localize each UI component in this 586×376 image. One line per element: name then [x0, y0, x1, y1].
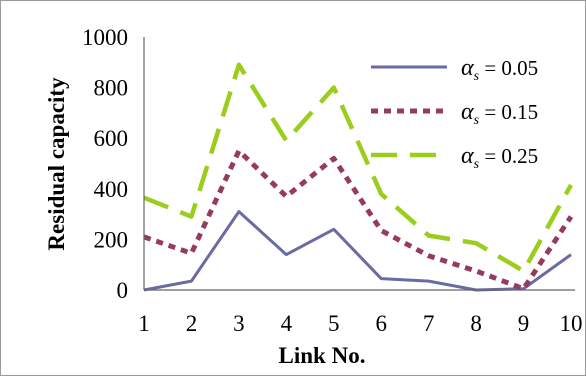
- y-tick-label: 200: [94, 227, 129, 252]
- legend-symbol: α: [461, 55, 474, 81]
- x-tick-label: 9: [518, 311, 530, 336]
- legend-label-2: αs = 0.15: [461, 99, 538, 128]
- legend-value: = 0.05: [479, 56, 538, 80]
- x-tick-label: 4: [281, 311, 293, 336]
- x-tick-label: 10: [560, 311, 583, 336]
- y-tick-label: 600: [94, 126, 129, 151]
- x-tick-labels: 1 2 3 4 5 6 7 8 9 10: [138, 311, 582, 336]
- legend-subscript: s: [474, 157, 480, 172]
- legend-value: = 0.15: [479, 100, 538, 124]
- plot-lines: [143, 62, 574, 292]
- y-axis-title: Residual capacity: [44, 77, 69, 251]
- legend-symbol: α: [461, 143, 474, 169]
- x-tick-label: 6: [375, 311, 387, 336]
- legend-symbol: α: [461, 99, 474, 125]
- x-tick-label: 7: [423, 311, 435, 336]
- legend-value: = 0.25: [479, 144, 538, 168]
- y-tick-labels: 0 200 400 600 800 1000: [82, 25, 128, 303]
- legend-subscript: s: [474, 69, 480, 84]
- legend-subscript: s: [474, 113, 480, 128]
- legend-label-3: αs = 0.25: [461, 143, 538, 172]
- x-tick-label: 5: [328, 311, 340, 336]
- series-line-3: [143, 62, 573, 274]
- x-tick-label: 1: [138, 311, 150, 336]
- x-axis-title: Link No.: [279, 343, 366, 368]
- y-tick-label: 0: [117, 278, 129, 303]
- y-tick-label: 400: [94, 177, 129, 202]
- series-line-2: [143, 148, 574, 292]
- x-tick-label: 3: [233, 311, 245, 336]
- series-line-1: [143, 210, 572, 292]
- y-tick-label: 800: [94, 76, 129, 101]
- y-tick-label: 1000: [82, 25, 128, 50]
- x-tick-label: 2: [186, 311, 198, 336]
- x-tick-label: 8: [470, 311, 482, 336]
- legend-label-1: αs = 0.05: [461, 55, 538, 84]
